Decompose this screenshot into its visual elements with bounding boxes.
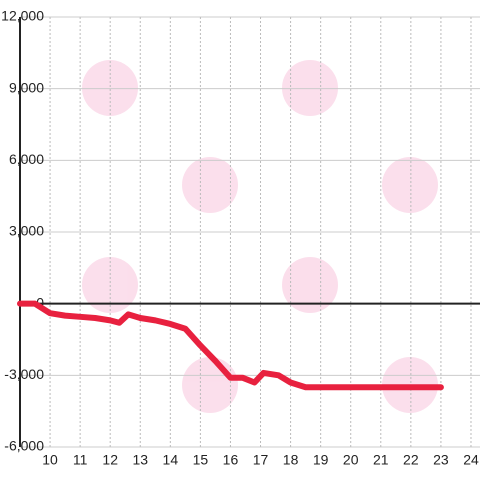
x-tick-label: 11: [73, 452, 88, 468]
y-tick-label: 9,000: [9, 79, 44, 95]
y-tick-label: -6,000: [4, 438, 44, 454]
x-tick-label: 10: [42, 452, 58, 468]
x-tick-label: 14: [163, 452, 179, 468]
x-tick-label: 15: [193, 452, 209, 468]
x-tick-label: 19: [313, 452, 329, 468]
x-tick-label: 20: [343, 452, 359, 468]
x-tick-label: 18: [283, 452, 299, 468]
x-tick-label: 23: [433, 452, 449, 468]
y-tick-label: 6,000: [9, 151, 44, 167]
y-tick-label: 12,000: [1, 8, 44, 24]
y-tick-label: -3,000: [4, 366, 44, 382]
x-tick-label: 13: [132, 452, 148, 468]
x-tick-label: 24: [463, 452, 479, 468]
x-tick-label: 17: [253, 452, 269, 468]
x-tick-label: 22: [403, 452, 419, 468]
y-tick-label: 0: [36, 294, 44, 310]
x-tick-label: 21: [373, 452, 389, 468]
y-tick-label: 3,000: [9, 223, 44, 239]
series-line: [17, 300, 444, 391]
x-tick-label: 12: [102, 452, 118, 468]
x-tick-label: 16: [223, 452, 239, 468]
watermarks: [82, 60, 438, 413]
